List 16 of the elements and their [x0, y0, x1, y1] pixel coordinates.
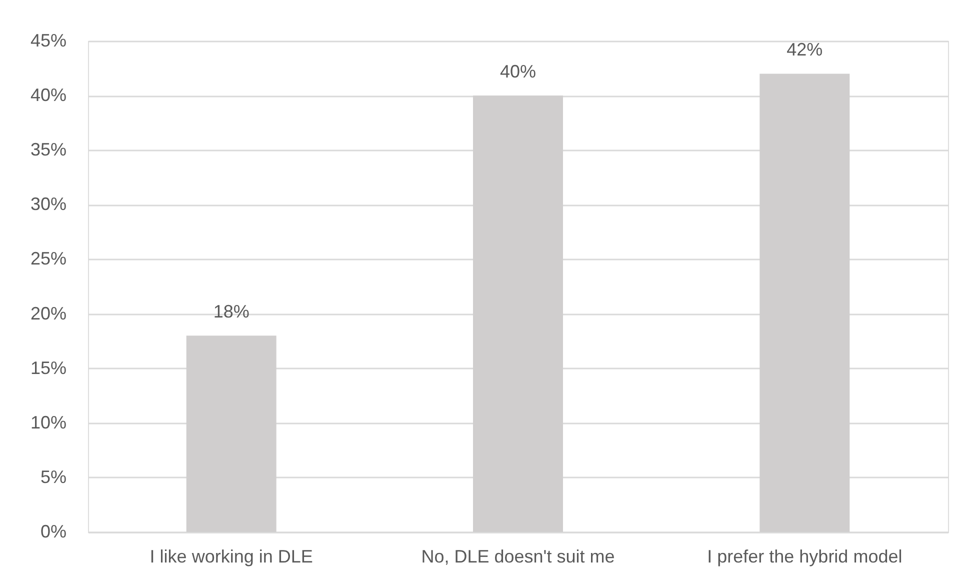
y-tick-label: 10%	[30, 412, 66, 432]
y-tick-label: 5%	[40, 466, 66, 487]
y-tick-label: 35%	[30, 140, 66, 160]
y-tick-label: 15%	[30, 358, 66, 378]
y-tick-label: 25%	[30, 248, 66, 269]
x-tick-label: I prefer the hybrid model	[707, 546, 902, 566]
y-tick-label: 30%	[30, 194, 66, 214]
y-tick-label: 40%	[30, 85, 66, 106]
data-label: 40%	[500, 62, 536, 82]
data-label: 18%	[213, 302, 250, 322]
x-tick-label: No, DLE doesn't suit me	[421, 546, 615, 566]
y-tick-label: 20%	[30, 303, 66, 324]
data-label: 42%	[786, 40, 823, 60]
y-tick-label: 45%	[30, 30, 66, 50]
x-tick-label: I like working in DLE	[150, 546, 313, 566]
y-tick-label: 0%	[40, 522, 66, 542]
